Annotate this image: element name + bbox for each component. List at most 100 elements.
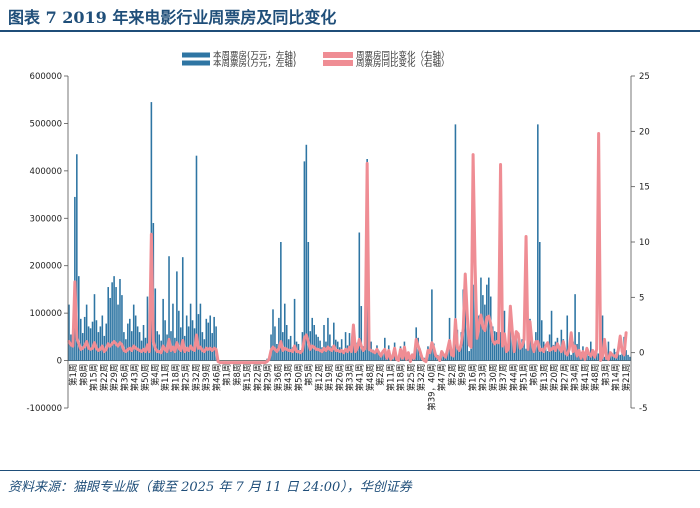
bar-week bbox=[378, 353, 380, 361]
x-tick-label: 第20周 bbox=[549, 364, 560, 392]
x-tick-label: 第26周 bbox=[334, 364, 345, 392]
line-series bbox=[67, 132, 628, 365]
bar-week bbox=[85, 304, 88, 361]
x-tick-label: 第18周 bbox=[170, 364, 181, 392]
bar-week bbox=[111, 282, 113, 361]
bar-week bbox=[484, 304, 486, 361]
x-tick-label: 第48周 bbox=[590, 364, 601, 392]
bar-week bbox=[291, 347, 294, 361]
bar-week bbox=[207, 322, 210, 361]
bar-week bbox=[168, 256, 170, 361]
figure-title: 图表 7 2019 年来电影行业周票房及同比变化 bbox=[8, 8, 337, 27]
bar-week bbox=[134, 315, 137, 361]
bar-week bbox=[468, 351, 470, 361]
bar-week bbox=[342, 352, 345, 361]
bar-week bbox=[519, 346, 521, 361]
x-tick-label: 第18周 bbox=[396, 364, 407, 392]
bar-week bbox=[550, 310, 553, 361]
bar-week bbox=[574, 294, 576, 361]
x-tick-label: 第43周 bbox=[283, 364, 294, 392]
bar-week bbox=[327, 317, 329, 361]
y-left-tick-label: 600000 bbox=[30, 72, 62, 82]
bar-week bbox=[344, 332, 347, 361]
y-right-tick-label: 15 bbox=[639, 183, 650, 193]
bar-week bbox=[591, 351, 594, 361]
x-tick-label: 第8周 bbox=[232, 364, 243, 386]
bar-week bbox=[556, 337, 559, 361]
bar-week bbox=[333, 322, 335, 361]
bar-week bbox=[607, 341, 610, 361]
x-tick-label: 第15周 bbox=[242, 364, 253, 392]
bar-week bbox=[362, 346, 365, 361]
bar-week bbox=[185, 315, 188, 361]
bar-week bbox=[132, 304, 135, 361]
x-tick-label: 第11周 bbox=[385, 364, 396, 392]
x-tick-label: 第3周 bbox=[600, 364, 611, 386]
y-right-tick-label: -5 bbox=[639, 404, 647, 414]
bar-week bbox=[74, 196, 76, 361]
y-left-tick-label: -100000 bbox=[26, 404, 62, 414]
bar-week bbox=[552, 344, 555, 361]
x-tick-label: 第44周 bbox=[508, 364, 519, 392]
bar-week bbox=[158, 334, 160, 361]
bar-week bbox=[99, 326, 102, 361]
bar-week bbox=[511, 334, 514, 361]
bar-week bbox=[142, 325, 145, 361]
bar-week bbox=[458, 348, 461, 361]
bar-week bbox=[590, 341, 592, 361]
x-tick-label: 第48周 bbox=[365, 364, 376, 392]
bar-week bbox=[470, 348, 472, 361]
x-tick-label: 第33周 bbox=[345, 364, 356, 392]
x-tick-label: 第14周 bbox=[611, 364, 622, 392]
x-tick-label: 第16周 bbox=[467, 364, 478, 392]
bar-week bbox=[491, 326, 494, 361]
bar-week bbox=[352, 341, 355, 361]
legend-line-swatch bbox=[323, 60, 353, 66]
bar-week bbox=[452, 356, 455, 361]
x-tick-label: 第25周 bbox=[181, 364, 192, 392]
y-left-tick-label: 0 bbox=[57, 357, 62, 367]
bar-week bbox=[358, 232, 361, 361]
bar-week bbox=[113, 276, 115, 361]
x-tick-label: 第4周 bbox=[150, 364, 161, 386]
x-tick-label: 第29周 bbox=[263, 364, 274, 392]
bar-week bbox=[376, 345, 378, 361]
x-tick-label: 第5周 bbox=[304, 364, 315, 386]
bar-week bbox=[289, 335, 292, 361]
legend-label: 本周票房(万元，左轴) bbox=[213, 50, 296, 61]
bar-week bbox=[211, 333, 213, 361]
x-tick-label: 第32周 bbox=[191, 364, 202, 392]
title-divider bbox=[0, 30, 700, 32]
bar-week bbox=[517, 334, 519, 361]
x-tick-label: 第50周 bbox=[140, 364, 151, 392]
y-left-tick-label: 100000 bbox=[30, 309, 62, 319]
bar-week bbox=[213, 316, 215, 361]
bar-week bbox=[531, 341, 533, 361]
bar-week bbox=[199, 303, 202, 361]
x-tick-label: 第25周 bbox=[406, 364, 417, 392]
x-tick-label: 第47周 bbox=[437, 364, 448, 392]
bar-week bbox=[617, 353, 620, 361]
bar-week bbox=[472, 284, 474, 361]
bar-week bbox=[89, 328, 92, 361]
bar-week bbox=[525, 348, 527, 361]
bar-week bbox=[331, 346, 333, 361]
x-tick-label: 第41周 bbox=[355, 364, 366, 392]
bar-week bbox=[625, 350, 627, 361]
bar-week bbox=[558, 347, 561, 361]
x-tick-label: 第12周 bbox=[314, 364, 325, 392]
bar-week bbox=[444, 356, 447, 361]
bar-week bbox=[130, 331, 133, 361]
bar-week bbox=[442, 355, 445, 361]
bar-week bbox=[105, 323, 108, 361]
bar-week bbox=[91, 321, 94, 361]
bar-week bbox=[568, 351, 570, 361]
bar-week bbox=[195, 155, 198, 361]
x-tick-label: 第27周 bbox=[559, 364, 570, 392]
bar-week bbox=[209, 315, 212, 361]
bar-week bbox=[540, 320, 543, 361]
bar-week bbox=[283, 303, 286, 361]
legend-label: 周票房同比变化（右轴） bbox=[356, 58, 450, 69]
bar-week bbox=[566, 315, 569, 361]
bar-week bbox=[493, 331, 496, 361]
